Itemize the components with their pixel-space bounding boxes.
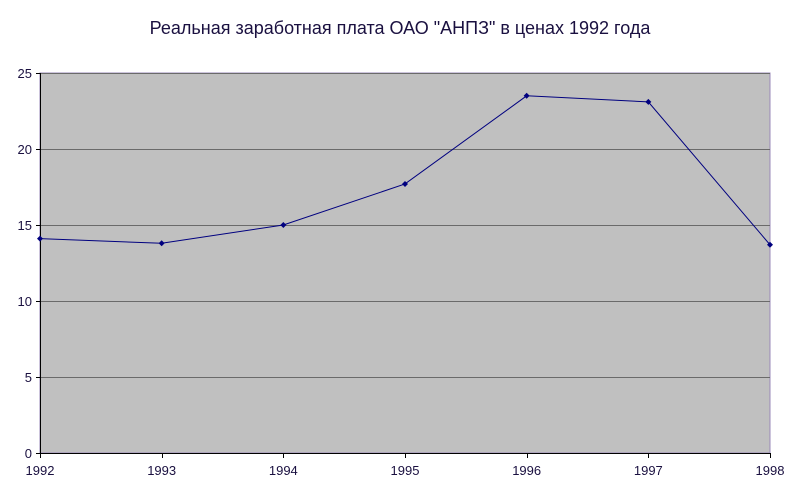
data-point	[645, 98, 652, 105]
data-point	[158, 240, 165, 247]
x-tick-label: 1993	[147, 463, 176, 478]
y-tick-label: 15	[18, 218, 32, 233]
data-point	[37, 235, 43, 242]
gridlines	[40, 73, 770, 378]
x-tick-label: 1994	[269, 463, 298, 478]
plot-area	[39, 72, 771, 454]
data-point	[767, 241, 773, 248]
y-tick-label: 0	[25, 446, 32, 461]
series-group	[37, 92, 773, 248]
y-tick-label: 5	[25, 370, 32, 385]
x-tick-label: 1997	[634, 463, 663, 478]
x-tick-label: 1996	[512, 463, 541, 478]
y-tick-label: 25	[18, 66, 32, 81]
y-axis-ticks: 0 5 10 15 20 25	[18, 66, 40, 461]
y-tick-label: 10	[18, 294, 32, 309]
x-axis-ticks: 1992 1993 1994 1995 1996 1997 1998	[26, 453, 785, 478]
y-tick-label: 20	[18, 142, 32, 157]
chart-title: Реальная заработная плата ОАО "АНПЗ" в ц…	[149, 18, 651, 38]
data-point	[280, 222, 287, 228]
x-tick-label: 1992	[26, 463, 55, 478]
data-point	[402, 180, 408, 187]
plot-background	[39, 72, 771, 454]
x-tick-label: 1998	[756, 463, 785, 478]
x-tick-label: 1995	[391, 463, 420, 478]
data-point	[523, 92, 530, 99]
